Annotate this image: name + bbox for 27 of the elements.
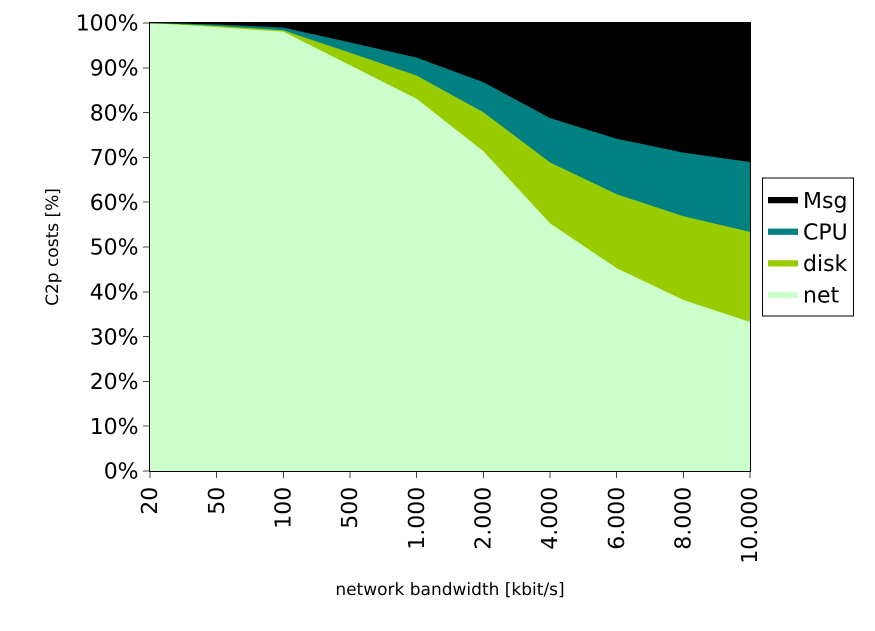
x-tick-label: 2.000: [471, 486, 496, 550]
y-tick-label: 40%: [90, 280, 139, 306]
y-tick-label: 30%: [90, 325, 139, 350]
y-tick-label: 20%: [90, 370, 139, 396]
x-tick-label: 20: [138, 486, 164, 515]
y-tick-label: 50%: [90, 236, 139, 261]
x-tick-label: 100: [271, 486, 296, 529]
legend-label: disk: [803, 252, 848, 278]
legend-label: Msg: [803, 188, 848, 214]
y-tick-label: 100%: [76, 12, 139, 37]
y-tick-label: 80%: [90, 101, 139, 126]
x-tick-label: 50: [204, 486, 230, 515]
x-tick-label: 1.000: [404, 486, 430, 550]
x-tick-label: 500: [338, 486, 364, 529]
x-axis-title: network bandwidth [kbit/s]: [335, 580, 565, 600]
y-tick-label: 70%: [90, 146, 139, 172]
x-tick-label: 4.000: [538, 486, 564, 550]
y-tick-label: 0%: [104, 460, 139, 485]
y-axis-title: C2p costs [%]: [43, 188, 64, 306]
legend-label: net: [803, 284, 840, 309]
x-tick-label: 8.000: [671, 486, 696, 550]
x-tick-label: 10.000: [738, 486, 764, 564]
y-tick-label: 10%: [90, 414, 139, 440]
legend-label: CPU: [803, 220, 848, 246]
y-tick-label: 60%: [90, 190, 139, 216]
y-tick-label: 90%: [90, 56, 139, 82]
x-tick-label: 6.000: [604, 486, 630, 550]
